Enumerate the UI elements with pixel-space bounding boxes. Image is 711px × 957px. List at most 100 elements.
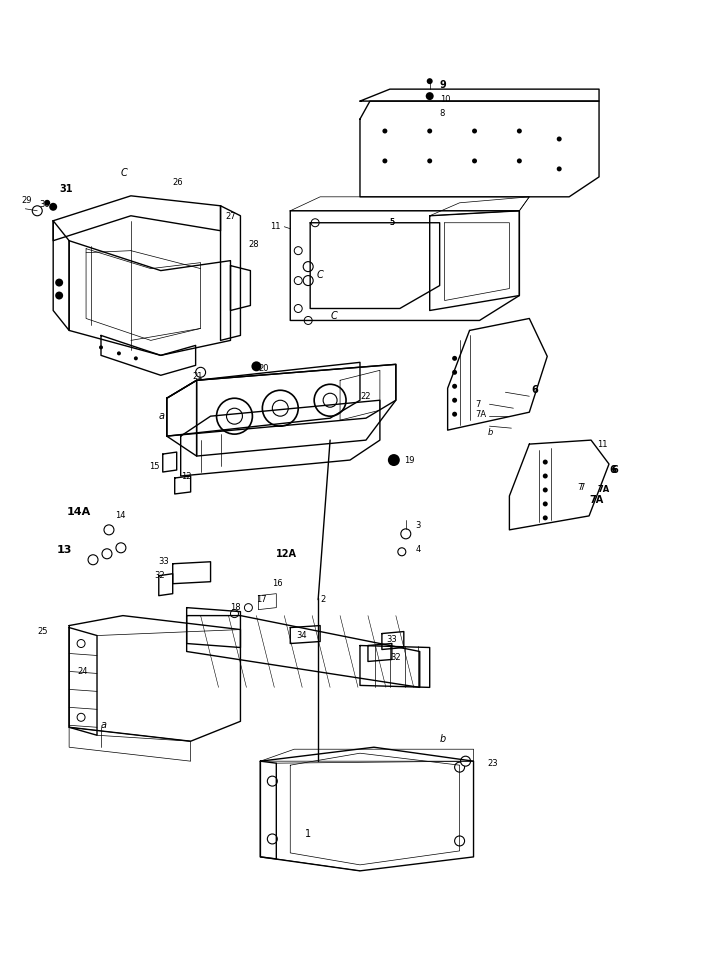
Circle shape: [134, 356, 138, 361]
Circle shape: [267, 776, 277, 786]
Text: 27: 27: [225, 212, 236, 221]
Text: 8: 8: [439, 108, 445, 118]
Circle shape: [557, 167, 562, 171]
Circle shape: [461, 756, 471, 767]
Text: C: C: [330, 311, 337, 322]
Circle shape: [217, 398, 252, 434]
Circle shape: [267, 834, 277, 844]
Circle shape: [77, 639, 85, 648]
Circle shape: [454, 762, 464, 772]
Circle shape: [196, 367, 205, 377]
Text: 16: 16: [272, 579, 283, 589]
Circle shape: [388, 454, 400, 466]
Text: 32: 32: [154, 571, 165, 580]
Text: 9: 9: [439, 80, 447, 90]
Text: 34: 34: [296, 631, 307, 640]
Circle shape: [452, 384, 457, 389]
Text: 2: 2: [320, 595, 326, 604]
Circle shape: [44, 200, 50, 206]
Text: 13: 13: [57, 545, 73, 555]
Circle shape: [452, 412, 457, 416]
Circle shape: [99, 345, 103, 349]
Text: 7: 7: [577, 483, 582, 493]
Text: 7: 7: [579, 483, 584, 493]
Circle shape: [102, 548, 112, 559]
Circle shape: [55, 278, 63, 286]
Circle shape: [427, 78, 433, 84]
Text: 6: 6: [609, 465, 616, 475]
Text: a: a: [159, 412, 165, 421]
Circle shape: [252, 362, 262, 371]
Circle shape: [557, 137, 562, 142]
Circle shape: [304, 317, 312, 324]
Text: 7: 7: [476, 400, 481, 409]
Text: 11: 11: [270, 222, 281, 232]
Text: 7A: 7A: [589, 495, 604, 505]
Text: a: a: [101, 721, 107, 730]
Text: 22: 22: [360, 391, 370, 401]
Circle shape: [311, 219, 319, 227]
Circle shape: [383, 128, 387, 134]
Circle shape: [452, 356, 457, 361]
Text: 32: 32: [390, 653, 400, 662]
Text: 3: 3: [416, 522, 421, 530]
Circle shape: [427, 159, 432, 164]
Circle shape: [88, 555, 98, 565]
Text: 20: 20: [258, 364, 269, 373]
Text: 23: 23: [488, 759, 498, 768]
Circle shape: [323, 393, 337, 408]
Text: 5: 5: [390, 218, 395, 227]
Circle shape: [303, 276, 313, 285]
Text: 33: 33: [386, 635, 397, 644]
Text: 1: 1: [305, 829, 311, 839]
Circle shape: [294, 304, 302, 313]
Circle shape: [452, 398, 457, 403]
Circle shape: [517, 159, 522, 164]
Circle shape: [542, 501, 547, 506]
Text: C: C: [316, 270, 323, 279]
Text: 14: 14: [115, 511, 125, 521]
Text: 28: 28: [248, 240, 259, 249]
Circle shape: [294, 277, 302, 284]
Text: 7A: 7A: [476, 410, 486, 418]
Circle shape: [427, 128, 432, 134]
Text: 5: 5: [390, 218, 395, 227]
Circle shape: [49, 203, 57, 211]
Text: 19: 19: [404, 456, 415, 464]
Circle shape: [401, 529, 411, 539]
Text: 12: 12: [181, 472, 191, 480]
Text: 6: 6: [531, 386, 538, 395]
Circle shape: [116, 543, 126, 553]
Circle shape: [227, 409, 242, 424]
Text: 33: 33: [158, 557, 169, 567]
Circle shape: [32, 206, 42, 215]
Text: 14A: 14A: [67, 507, 92, 517]
Text: 4: 4: [416, 545, 421, 554]
Circle shape: [383, 159, 387, 164]
Text: 17: 17: [257, 595, 267, 604]
Circle shape: [542, 487, 547, 493]
Text: 24: 24: [77, 667, 87, 676]
Text: 31: 31: [59, 184, 73, 194]
Circle shape: [426, 92, 434, 100]
Text: 10: 10: [439, 95, 450, 103]
Text: 11: 11: [597, 439, 608, 449]
Text: 30: 30: [39, 200, 50, 210]
Circle shape: [294, 247, 302, 255]
Circle shape: [517, 128, 522, 134]
Text: 26: 26: [173, 178, 183, 188]
Circle shape: [117, 351, 121, 355]
Circle shape: [398, 547, 406, 556]
Circle shape: [472, 159, 477, 164]
Circle shape: [454, 836, 464, 846]
Circle shape: [472, 128, 477, 134]
Text: b: b: [488, 428, 493, 436]
Circle shape: [542, 474, 547, 478]
Circle shape: [542, 516, 547, 521]
Circle shape: [452, 369, 457, 375]
Circle shape: [55, 292, 63, 300]
Circle shape: [314, 385, 346, 416]
Text: 6: 6: [611, 465, 618, 475]
Text: 7A: 7A: [597, 485, 609, 495]
Text: 18: 18: [230, 603, 241, 612]
